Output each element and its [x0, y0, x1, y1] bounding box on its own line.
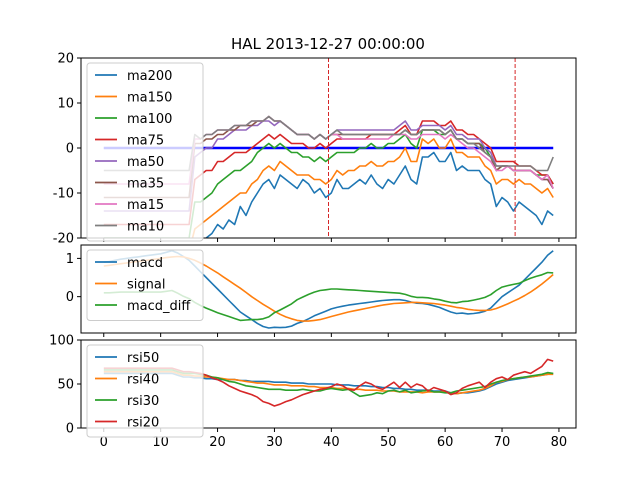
y-tick-label: -10 — [53, 187, 74, 202]
y-tick-label: 1 — [66, 252, 74, 267]
x-tick-label: 10 — [152, 435, 169, 450]
y-tick-label: 0 — [66, 422, 74, 437]
moving-averages-panel: -20-1001020ma200ma150ma100ma75ma50ma35ma… — [53, 52, 577, 247]
legend-label-rsi20: rsi20 — [127, 416, 159, 431]
macd-panel: 0 1 macd signal macd_diff — [66, 244, 577, 337]
legend-label-macd: macd — [127, 256, 163, 271]
y-tick-label: 100 — [49, 334, 74, 349]
x-tick-label: 20 — [209, 435, 226, 450]
y-tick-label: 10 — [57, 97, 74, 112]
legend-label-ma35: ma35 — [127, 177, 164, 192]
legend: macd signal macd_diff — [86, 249, 204, 321]
legend-box — [86, 62, 204, 242]
legend-box — [86, 344, 204, 438]
y-tick-label: 20 — [57, 52, 74, 67]
y-tick-label: 50 — [57, 378, 74, 393]
legend: ma200 ma150 ma100 ma75 ma50 ma35 ma15 ma10 — [86, 62, 204, 242]
axes-frame — [80, 57, 577, 239]
y-tick-label: 0 — [66, 142, 74, 157]
legend-box — [86, 249, 204, 321]
x-tick-label: 60 — [437, 435, 454, 450]
legend-label-ma100: ma100 — [127, 112, 172, 127]
legend-label-ma200: ma200 — [127, 69, 172, 84]
series-line-ma200 — [205, 151, 554, 238]
legend: rsi50 rsi40 rsi30 rsi20 — [86, 344, 204, 438]
axes-frame — [80, 244, 577, 334]
legend-label-macd_diff: macd_diff — [127, 299, 191, 314]
legend-label-ma10: ma10 — [127, 220, 164, 235]
axes-frame — [80, 339, 577, 429]
legend-label-ma15: ma15 — [127, 198, 164, 213]
x-tick-label: 30 — [266, 435, 283, 450]
x-tick-label: 50 — [380, 435, 397, 450]
x-tick-label: 40 — [323, 435, 340, 450]
legend-label-signal: signal — [127, 278, 165, 293]
legend-label-ma150: ma150 — [127, 91, 172, 106]
x-tick-label: 70 — [494, 435, 511, 450]
legend-label-ma50: ma50 — [127, 155, 164, 170]
legend-label-rsi30: rsi30 — [127, 394, 159, 409]
x-tick-label: 0 — [100, 435, 108, 450]
legend-label-rsi50: rsi50 — [127, 351, 159, 366]
legend-label-rsi40: rsi40 — [127, 373, 159, 388]
legend-label-ma75: ma75 — [127, 134, 164, 149]
chart-title: HAL 2013-12-27 00:00:00 — [231, 35, 425, 53]
x-tick-label: 80 — [551, 435, 568, 450]
y-tick-label: 0 — [66, 290, 74, 305]
y-tick-label: -20 — [53, 232, 74, 247]
